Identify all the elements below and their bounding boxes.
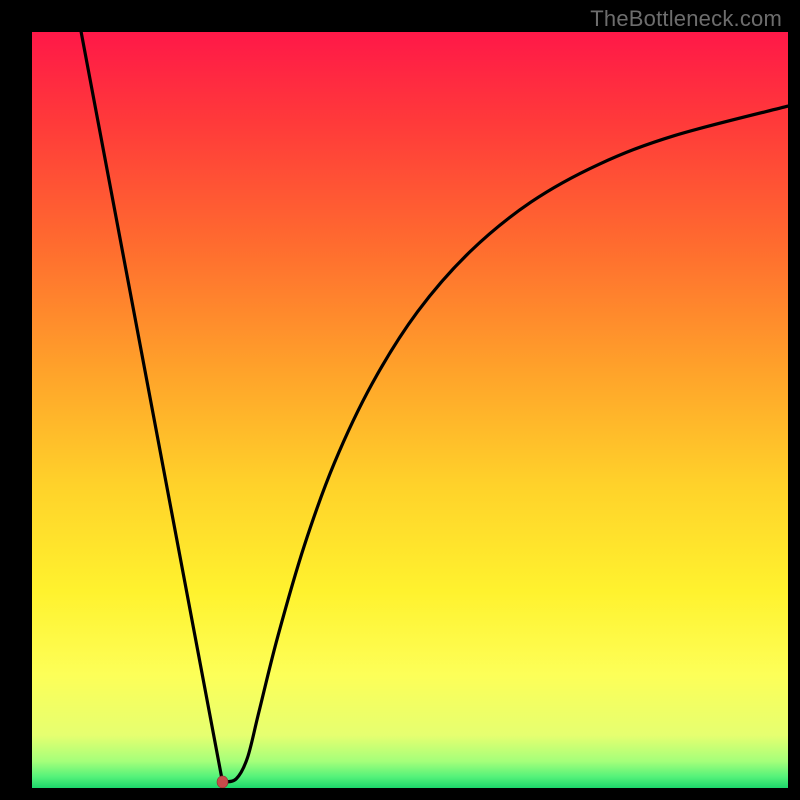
chart-container: TheBottleneck.com	[0, 0, 800, 800]
gradient-chart	[32, 32, 788, 788]
source-watermark: TheBottleneck.com	[590, 6, 782, 32]
minimum-marker	[217, 776, 228, 788]
plot-area	[32, 32, 788, 788]
gradient-background	[32, 32, 788, 788]
